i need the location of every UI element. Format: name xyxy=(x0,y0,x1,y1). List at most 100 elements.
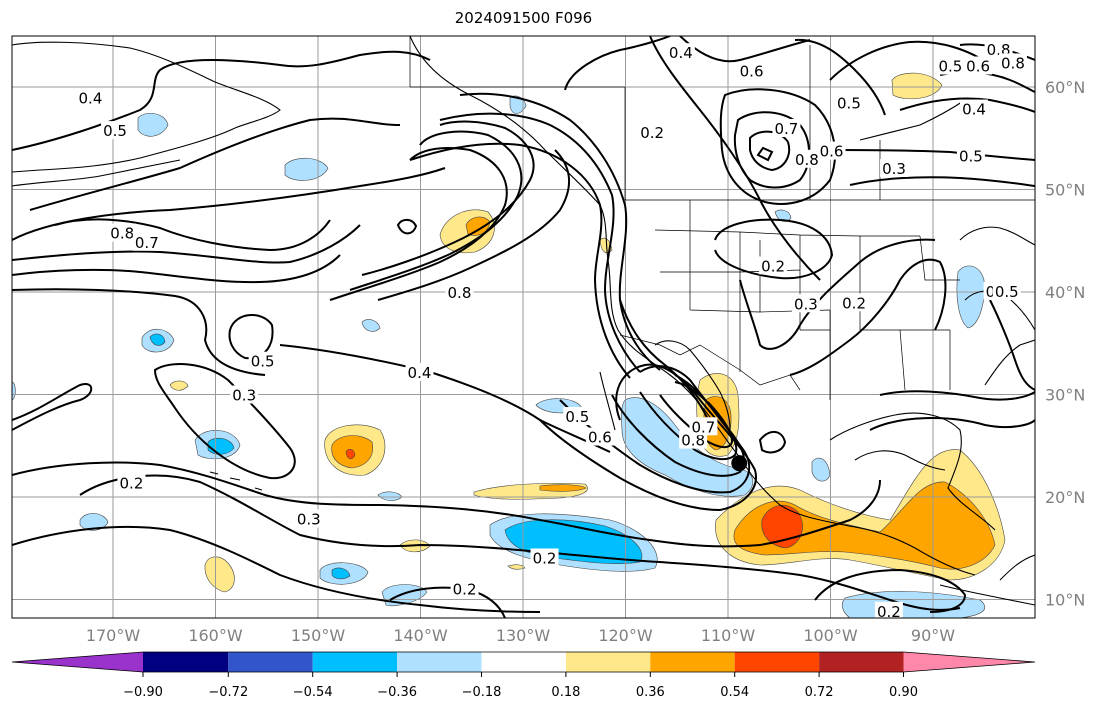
longitude-tick-label: 110°W xyxy=(701,626,756,645)
contour-line xyxy=(153,363,296,480)
coastline xyxy=(859,99,966,141)
contour-line xyxy=(749,130,791,172)
contour-label: 0.2 xyxy=(453,580,477,598)
contour-line xyxy=(739,238,936,350)
longitude-tick-label: 90°W xyxy=(911,626,955,645)
contour-line xyxy=(829,40,991,81)
contour-line xyxy=(758,431,787,454)
colorbar-tick-label: −0.18 xyxy=(462,685,502,700)
contour-label-bg xyxy=(294,509,323,528)
coastline xyxy=(741,459,976,576)
contour-labels: 0.40.50.80.70.50.30.20.30.40.80.20.20.50… xyxy=(76,40,1027,618)
latitude-tick-label: 50°N xyxy=(1045,181,1085,200)
shaded-patch xyxy=(204,556,235,593)
contour-label: 0.2 xyxy=(842,294,866,312)
colorbar: −0.90 −0.72 −0.54 −0.36 −0.18 0.18 0.36 … xyxy=(11,651,1036,700)
latitude-tick-label: 40°N xyxy=(1045,283,1085,302)
storm-center-marker xyxy=(731,455,748,472)
contour-label: 0.2 xyxy=(640,124,664,142)
contour-label-bg xyxy=(405,362,434,381)
map-area: 0.40.50.80.70.50.30.20.30.40.80.20.20.50… xyxy=(12,36,1035,618)
contour-label-bg xyxy=(936,56,965,75)
colorbar-segment xyxy=(650,652,735,672)
colorbar-tick-label: 0.18 xyxy=(551,685,580,700)
contour-label: 0.3 xyxy=(794,295,818,313)
contour-line xyxy=(834,149,1035,161)
shaded-patch xyxy=(811,457,831,482)
colorbar-tick-label: −0.72 xyxy=(208,685,248,700)
contour-line xyxy=(659,394,734,448)
contour-label: 0.5 xyxy=(103,122,127,140)
latitude-tick-label: 30°N xyxy=(1045,386,1085,405)
contour-label-bg xyxy=(992,282,1021,300)
contour-label-bg xyxy=(791,294,820,313)
contour-line xyxy=(54,218,331,252)
contour-label-bg xyxy=(132,232,161,251)
longitude-tick-label: 150°W xyxy=(291,626,346,645)
shaded-patch xyxy=(891,72,943,100)
contour-label: 0.6 xyxy=(740,63,764,81)
border-line xyxy=(619,334,801,391)
contour-label-bg xyxy=(76,88,105,107)
contour-line xyxy=(349,130,523,291)
contour-label: 0.6 xyxy=(588,429,612,447)
colorbar-extend-high xyxy=(903,652,1035,672)
contour-label: 0.3 xyxy=(232,387,256,405)
contour-lines xyxy=(12,36,1035,618)
contour-line xyxy=(12,461,541,521)
contour-line xyxy=(714,218,834,280)
contour-label: 0.7 xyxy=(691,418,715,436)
contour-label: 0.2 xyxy=(120,475,144,493)
contour-label: 0.8 xyxy=(448,284,472,302)
colorbar-tick-label: 0.90 xyxy=(889,685,918,700)
contour-line xyxy=(649,36,821,281)
shaded-patch xyxy=(79,513,109,531)
contour-line xyxy=(539,551,961,611)
border-line xyxy=(409,36,1035,201)
contour-label: 0.3 xyxy=(882,160,906,178)
contour-label-bg xyxy=(638,123,667,142)
latitude-tick-label: 10°N xyxy=(1045,591,1085,610)
colorbar-tick-label: 0.72 xyxy=(805,685,834,700)
contour-label: 0.2 xyxy=(761,257,785,275)
colorbar-segment xyxy=(481,652,566,672)
coastline xyxy=(939,584,1035,606)
coastline xyxy=(209,471,263,491)
contour-label-bg xyxy=(108,223,137,242)
contour-line xyxy=(559,365,751,494)
colorbar-tick-label: −0.90 xyxy=(123,685,163,700)
contour-line xyxy=(409,142,631,379)
contour-line xyxy=(12,254,341,284)
map-title: 2024091500 F096 xyxy=(454,9,593,27)
political-borders xyxy=(409,36,1035,400)
longitude-tick-label: 160°W xyxy=(188,626,243,645)
contour-line xyxy=(377,149,571,301)
contour-line xyxy=(12,167,446,241)
colorbar-tick-label: −0.36 xyxy=(377,685,417,700)
contour-line xyxy=(396,218,418,235)
contour-label: 0.5 xyxy=(837,94,861,112)
colorbar-tick-label: −0.54 xyxy=(293,685,333,700)
contour-label: 0.8 xyxy=(795,151,819,169)
coastline xyxy=(829,412,996,531)
contour-label-bg xyxy=(759,256,788,275)
contour-label: 0.4 xyxy=(962,101,986,119)
colorbar-segment xyxy=(228,652,313,672)
shaded-patch xyxy=(507,564,526,570)
contour-line xyxy=(439,112,641,373)
shaded-patch xyxy=(149,333,166,346)
contour-label-bg xyxy=(960,99,988,118)
contour-line xyxy=(12,288,266,376)
colorbar-tick-label: 0.54 xyxy=(720,685,749,700)
contour-label: 0.5 xyxy=(938,58,962,76)
contour-label: 0.7 xyxy=(135,234,159,252)
coastline xyxy=(599,371,616,431)
longitude-tick-label: 100°W xyxy=(803,626,858,645)
contour-line xyxy=(789,258,947,376)
shaded-patch xyxy=(509,95,527,114)
colorbar-segment xyxy=(143,652,229,672)
contour-label-bg xyxy=(230,385,259,404)
contour-line xyxy=(679,36,811,63)
longitude-tick-label: 140°W xyxy=(393,626,448,645)
latitude-tick-label: 60°N xyxy=(1045,78,1085,97)
